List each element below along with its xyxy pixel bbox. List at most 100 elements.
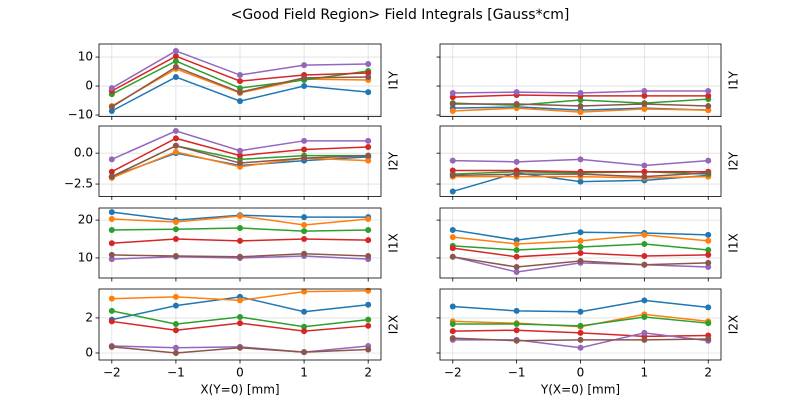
data-point bbox=[449, 157, 456, 164]
data-point bbox=[513, 307, 520, 314]
y-tick-label: −2.5 bbox=[64, 177, 93, 191]
y-axis-label: I2X bbox=[727, 315, 741, 334]
data-point bbox=[577, 109, 584, 116]
data-point bbox=[513, 247, 520, 253]
axes-frame bbox=[98, 43, 382, 117]
data-point bbox=[577, 103, 584, 110]
data-point bbox=[237, 253, 243, 260]
data-point bbox=[172, 253, 179, 260]
data-point bbox=[449, 253, 456, 260]
data-point bbox=[301, 214, 308, 221]
data-point bbox=[513, 268, 520, 275]
y-tick-label: −10 bbox=[68, 108, 93, 122]
data-point bbox=[237, 78, 243, 85]
data-point bbox=[641, 101, 648, 108]
figure-title: <Good Field Region> Field Integrals [Gau… bbox=[231, 7, 570, 23]
data-point bbox=[641, 240, 648, 247]
data-point bbox=[641, 231, 648, 238]
data-point bbox=[108, 85, 115, 92]
data-point bbox=[365, 322, 372, 329]
data-point bbox=[237, 98, 243, 105]
y-tick-label: 0 bbox=[85, 345, 93, 359]
data-point bbox=[108, 226, 115, 233]
data-point bbox=[365, 215, 372, 222]
data-point bbox=[237, 314, 243, 321]
data-point bbox=[301, 222, 308, 229]
data-point bbox=[108, 173, 115, 180]
data-point bbox=[365, 301, 372, 308]
data-point bbox=[513, 101, 520, 108]
data-point bbox=[577, 322, 584, 329]
data-point bbox=[577, 250, 584, 257]
data-point bbox=[172, 53, 179, 60]
data-point bbox=[301, 328, 308, 335]
data-point bbox=[365, 316, 372, 323]
x-tick-label: −1 bbox=[167, 366, 185, 380]
data-point bbox=[172, 349, 179, 356]
data-point bbox=[365, 253, 372, 260]
x-tick-label: 0 bbox=[236, 366, 244, 380]
data-point bbox=[577, 156, 584, 163]
data-point bbox=[513, 240, 520, 247]
data-point bbox=[449, 226, 456, 233]
y-axis-label: I1X bbox=[727, 233, 741, 252]
data-point bbox=[641, 92, 648, 99]
data-point bbox=[172, 135, 179, 142]
data-point bbox=[237, 212, 243, 219]
data-point bbox=[449, 303, 456, 310]
y-tick-label: 0 bbox=[85, 79, 93, 93]
x-tick-label: −2 bbox=[103, 366, 121, 380]
data-point bbox=[365, 152, 372, 159]
data-point bbox=[577, 237, 584, 244]
data-point bbox=[641, 168, 648, 175]
x-tick-label: 2 bbox=[364, 366, 372, 380]
data-point bbox=[449, 234, 456, 241]
data-point bbox=[449, 107, 456, 114]
data-point bbox=[365, 143, 372, 150]
data-point bbox=[301, 308, 308, 315]
data-point bbox=[513, 264, 520, 271]
data-point bbox=[641, 253, 648, 260]
data-point bbox=[513, 327, 520, 334]
data-point bbox=[172, 236, 179, 243]
data-point bbox=[705, 157, 712, 164]
x-tick-label: −2 bbox=[444, 366, 462, 380]
data-point bbox=[301, 74, 308, 81]
data-point bbox=[172, 219, 179, 225]
data-point bbox=[577, 329, 584, 336]
x-tick-label: 2 bbox=[704, 366, 712, 380]
data-point bbox=[237, 89, 243, 96]
data-point bbox=[301, 146, 308, 153]
y-tick-label: 2 bbox=[85, 310, 93, 324]
data-point bbox=[108, 318, 115, 325]
data-point bbox=[365, 226, 372, 233]
data-point bbox=[301, 236, 308, 243]
data-point bbox=[449, 188, 456, 195]
data-point bbox=[301, 288, 308, 295]
data-point bbox=[237, 320, 243, 327]
data-point bbox=[108, 168, 115, 175]
data-point bbox=[449, 90, 456, 97]
axes-frame bbox=[439, 43, 722, 117]
data-point bbox=[301, 323, 308, 330]
data-point bbox=[108, 256, 115, 263]
data-point bbox=[641, 329, 648, 336]
data-point bbox=[577, 344, 584, 351]
data-point bbox=[705, 247, 712, 253]
data-point bbox=[172, 142, 179, 149]
data-point bbox=[641, 173, 648, 180]
data-point bbox=[365, 89, 372, 96]
data-point bbox=[301, 62, 308, 69]
data-point bbox=[365, 157, 372, 164]
data-point bbox=[365, 346, 372, 353]
y-tick-label: 20 bbox=[78, 213, 93, 227]
data-point bbox=[108, 240, 115, 247]
data-point bbox=[641, 336, 648, 343]
data-point bbox=[172, 47, 179, 54]
data-point bbox=[172, 321, 179, 328]
y-tick-label: 0.0 bbox=[74, 146, 93, 160]
data-point bbox=[577, 90, 584, 97]
data-point bbox=[237, 147, 243, 154]
data-point bbox=[513, 321, 520, 328]
